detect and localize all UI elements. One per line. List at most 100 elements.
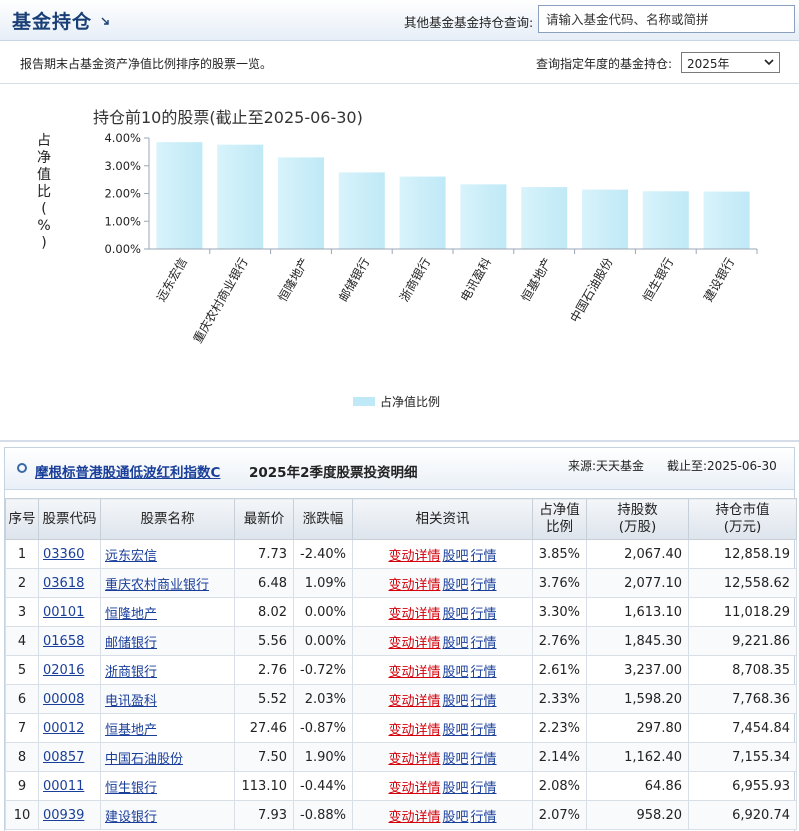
stock-forum-link[interactable]: 股吧: [442, 722, 469, 738]
stock-name-link[interactable]: 恒隆地产: [105, 606, 158, 622]
info-bar: 报告期末占基金资产净值比例排序的股票一览。 查询指定年度的基金持仓: 2025年: [0, 41, 799, 84]
change-detail-link[interactable]: 变动详情: [388, 548, 441, 564]
year-select-value: 2025年: [687, 57, 730, 71]
year-select[interactable]: 2025年: [681, 52, 780, 73]
stock-code-link[interactable]: 00012: [43, 720, 85, 736]
quote-link[interactable]: 行情: [470, 664, 497, 680]
col-header-shares: 持股数 (万股): [586, 498, 689, 540]
row-index: 5: [5, 655, 39, 685]
stock-code-link[interactable]: 01658: [43, 633, 85, 649]
quote-link[interactable]: 行情: [470, 548, 497, 564]
stock-forum-link[interactable]: 股吧: [442, 606, 469, 622]
market-value: 6,920.74: [688, 800, 797, 830]
stock-code-cell: 02016: [38, 655, 101, 685]
stock-code-link[interactable]: 00857: [43, 749, 85, 765]
market-value: 7,768.36: [688, 684, 797, 714]
market-value: 7,454.84: [688, 713, 797, 743]
stock-forum-link[interactable]: 股吧: [442, 751, 469, 767]
change-detail-link[interactable]: 变动详情: [388, 780, 441, 796]
quote-link[interactable]: 行情: [470, 722, 497, 738]
price-change: 0.00%: [293, 626, 353, 656]
stock-name-link[interactable]: 浙商银行: [105, 664, 158, 680]
market-value: 6,955.93: [688, 771, 797, 801]
stock-code-link[interactable]: 00101: [43, 604, 85, 620]
latest-price: 7.50: [234, 742, 294, 772]
stock-code-link[interactable]: 03360: [43, 546, 85, 562]
stock-name-link[interactable]: 电讯盈科: [105, 693, 158, 709]
latest-price: 113.10: [234, 771, 294, 801]
change-detail-link[interactable]: 变动详情: [388, 664, 441, 680]
stock-name-link[interactable]: 中国石油股份: [105, 751, 184, 767]
stock-code-link[interactable]: 00939: [43, 807, 85, 823]
quote-link[interactable]: 行情: [470, 577, 497, 593]
stock-forum-link[interactable]: 股吧: [442, 635, 469, 651]
latest-price: 2.76: [234, 655, 294, 685]
stock-forum-link[interactable]: 股吧: [442, 809, 469, 825]
col-header-price: 最新价: [234, 498, 294, 540]
shares-held: 3,237.00: [586, 655, 689, 685]
quote-link[interactable]: 行情: [470, 751, 497, 767]
price-change: 2.03%: [293, 684, 353, 714]
change-detail-link[interactable]: 变动详情: [388, 606, 441, 622]
stock-forum-link[interactable]: 股吧: [442, 780, 469, 796]
price-change: 1.09%: [293, 568, 353, 598]
stock-code-link[interactable]: 02016: [43, 662, 85, 678]
stock-code-cell: 00011: [38, 771, 101, 801]
stock-name-link[interactable]: 恒基地产: [105, 722, 158, 738]
x-tick-label: 浙商银行: [396, 255, 433, 304]
stock-name-cell: 恒生银行: [100, 771, 235, 801]
stock-forum-link[interactable]: 股吧: [442, 577, 469, 593]
stock-code-cell: 00012: [38, 713, 101, 743]
change-detail-link[interactable]: 变动详情: [388, 722, 441, 738]
quote-link[interactable]: 行情: [470, 780, 497, 796]
table-row: 9 00011 恒生银行 113.10 -0.44% 变动详情 股吧 行情 2.08% 64.86…: [5, 771, 797, 801]
stock-code-link[interactable]: 00008: [43, 691, 85, 707]
panel-header: 摩根标普港股通低波红利指数C 2025年2季度股票投资明细 来源:天天基金 截止…: [5, 448, 794, 490]
quote-link[interactable]: 行情: [470, 693, 497, 709]
change-detail-link[interactable]: 变动详情: [388, 751, 441, 767]
price-change: 1.90%: [293, 742, 353, 772]
fund-name-link[interactable]: 摩根标普港股通低波红利指数C: [35, 465, 221, 481]
price-change: -0.44%: [293, 771, 353, 801]
shares-held: 1,162.40: [586, 742, 689, 772]
price-change: -0.72%: [293, 655, 353, 685]
fund-search-label: 其他基金基金持仓查询:: [404, 15, 534, 30]
quote-link[interactable]: 行情: [470, 809, 497, 825]
nav-ratio: 2.33%: [532, 684, 587, 714]
stock-name-link[interactable]: 远东宏信: [105, 548, 158, 564]
shares-held: 297.80: [586, 713, 689, 743]
change-detail-link[interactable]: 变动详情: [388, 693, 441, 709]
legend-label: 占净值比例: [380, 394, 440, 409]
stock-forum-link[interactable]: 股吧: [442, 693, 469, 709]
related-links: 变动详情 股吧 行情: [352, 626, 533, 656]
y-axis: 0.00% 1.00% 2.00% 3.00% 4.00%: [104, 131, 150, 256]
stock-name-link[interactable]: 重庆农村商业银行: [105, 577, 210, 593]
col-header-name: 股票名称: [100, 498, 235, 540]
stock-name-cell: 建设银行: [100, 800, 235, 830]
stock-forum-link[interactable]: 股吧: [442, 664, 469, 680]
fund-search-input[interactable]: [538, 5, 795, 33]
related-links: 变动详情 股吧 行情: [352, 800, 533, 830]
market-value: 12,858.19: [688, 539, 797, 569]
stock-code-link[interactable]: 03618: [43, 575, 85, 591]
latest-price: 7.73: [234, 539, 294, 569]
latest-price: 8.02: [234, 597, 294, 627]
y-axis-label-char: 比: [37, 184, 51, 200]
section-divider: [0, 440, 799, 442]
stock-code-link[interactable]: 00011: [43, 778, 85, 794]
bar: [338, 172, 385, 249]
stock-name-link[interactable]: 建设银行: [105, 809, 158, 825]
stock-name-link[interactable]: 邮储银行: [105, 635, 158, 651]
change-detail-link[interactable]: 变动详情: [388, 635, 441, 651]
change-detail-link[interactable]: 变动详情: [388, 577, 441, 593]
quote-link[interactable]: 行情: [470, 635, 497, 651]
x-axis: 远东宏信 重庆农村商业银行 恒隆地产 邮储银行 浙商银行 电讯盈科 恒基地产 中国石油股份 恒生…: [149, 248, 758, 346]
bar: [642, 191, 689, 249]
nav-ratio: 2.23%: [532, 713, 587, 743]
stock-forum-link[interactable]: 股吧: [442, 548, 469, 564]
quote-link[interactable]: 行情: [470, 606, 497, 622]
bar: [703, 191, 750, 249]
shares-held: 958.20: [586, 800, 689, 830]
change-detail-link[interactable]: 变动详情: [388, 809, 441, 825]
stock-name-link[interactable]: 恒生银行: [105, 780, 158, 796]
